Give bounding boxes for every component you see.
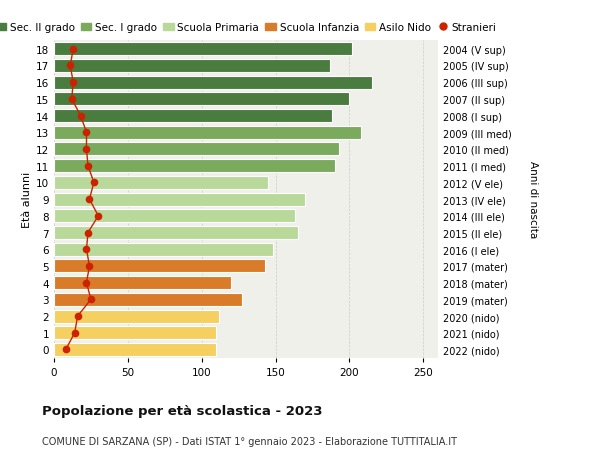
Bar <box>54 110 332 123</box>
Bar <box>54 343 217 356</box>
Text: COMUNE DI SARZANA (SP) - Dati ISTAT 1° gennaio 2023 - Elaborazione TUTTITALIA.IT: COMUNE DI SARZANA (SP) - Dati ISTAT 1° g… <box>42 436 457 446</box>
Bar <box>54 143 339 156</box>
Bar <box>54 210 295 223</box>
Bar <box>54 43 352 56</box>
Bar <box>54 243 272 256</box>
Bar <box>54 160 335 173</box>
Legend: Sec. II grado, Sec. I grado, Scuola Primaria, Scuola Infanzia, Asilo Nido, Stran: Sec. II grado, Sec. I grado, Scuola Prim… <box>0 23 496 33</box>
Bar <box>54 177 268 190</box>
Bar <box>54 127 361 140</box>
Bar <box>54 60 330 73</box>
Bar <box>54 293 242 306</box>
Text: Popolazione per età scolastica - 2023: Popolazione per età scolastica - 2023 <box>42 404 323 417</box>
Bar <box>54 93 349 106</box>
Bar <box>54 310 220 323</box>
Bar <box>54 77 371 90</box>
Bar <box>54 260 265 273</box>
Bar <box>54 326 217 340</box>
Bar <box>54 226 298 240</box>
Bar <box>54 193 305 206</box>
Y-axis label: Età alunni: Età alunni <box>22 172 32 228</box>
Bar <box>54 276 231 290</box>
Y-axis label: Anni di nascita: Anni di nascita <box>528 161 538 238</box>
